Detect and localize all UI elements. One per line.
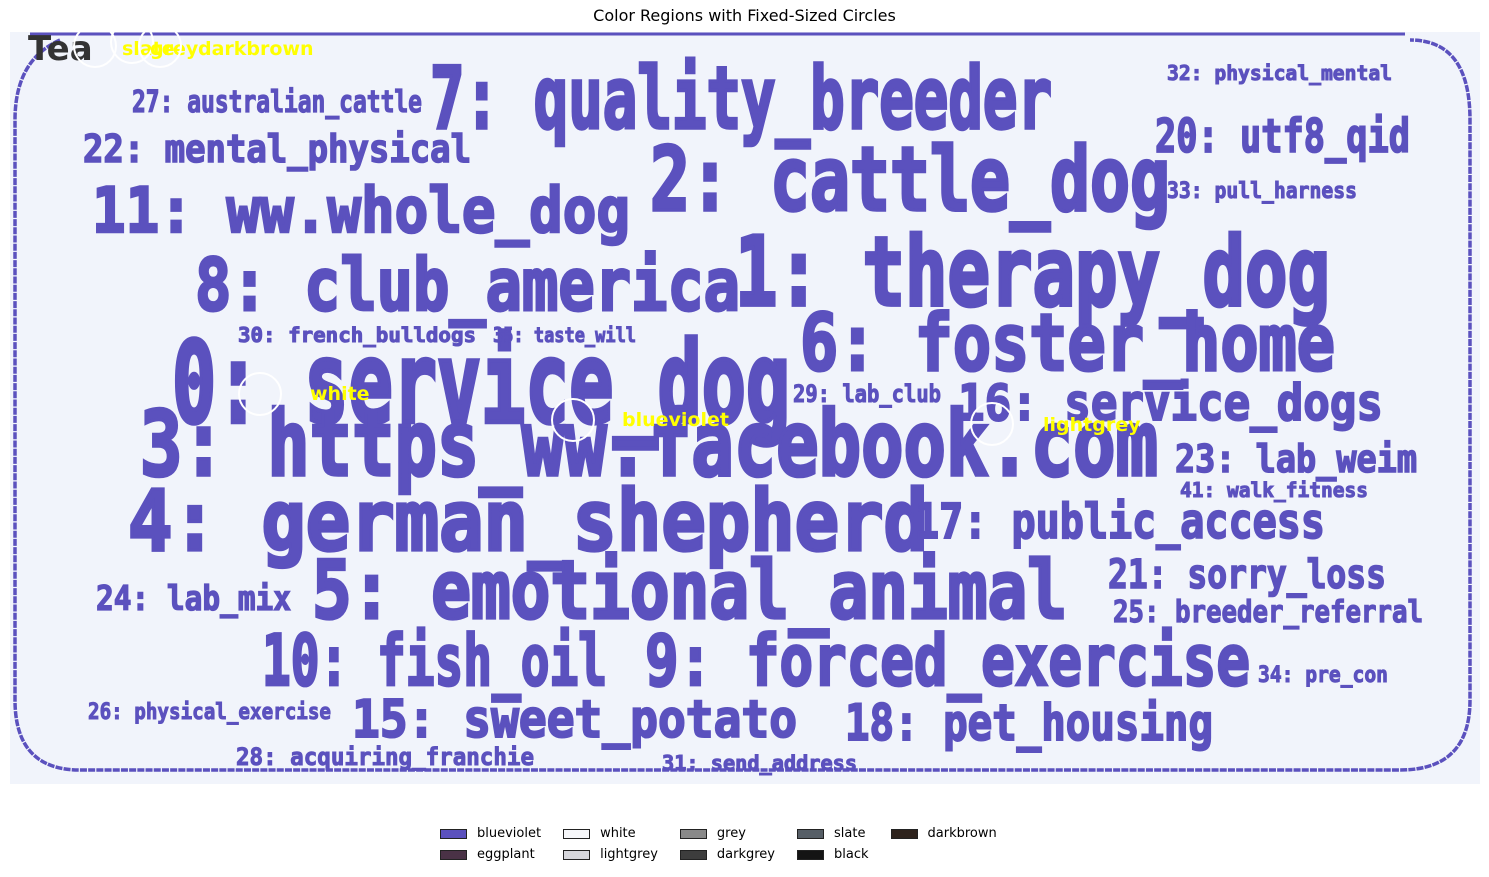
word-17: 20: utf8_qid: [1155, 109, 1410, 163]
legend-label: darkbrown: [927, 826, 997, 841]
word-33: 41: walk_fitness: [1180, 478, 1368, 502]
legend-item-grey: grey: [679, 823, 775, 844]
word-25: 28: acquiring_franchie: [236, 743, 534, 771]
legend-swatch: [440, 828, 467, 839]
legend-swatch: [563, 828, 591, 839]
legend-item-darkbrown: darkbrown: [890, 823, 997, 844]
word-9: 8: club_america: [195, 243, 740, 327]
word-22: 25: breeder_referral: [1113, 595, 1423, 630]
word-2: 2: cattle_dog: [650, 128, 1170, 231]
word-5: 3: https_ww.facebook.com: [140, 392, 1158, 497]
word-18: 21: sorry_loss: [1108, 552, 1386, 598]
word-28: 31: send_address: [662, 751, 857, 775]
word-4: 0: service_dog: [172, 319, 790, 449]
legend-item-eggplant: eggplant: [440, 844, 541, 865]
region-circle-slate: [73, 24, 117, 68]
legend-label: darkgrey: [716, 847, 775, 862]
legend-label: blueviolet: [477, 826, 542, 841]
circle-label-grey: grey: [150, 38, 199, 60]
word-8: 6: foster_home: [800, 299, 1335, 389]
word-14: 16: service_dogs: [958, 374, 1383, 432]
legend-item-black: black: [797, 844, 869, 865]
chart-title: Color Regions with Fixed-Sized Circles: [593, 6, 896, 25]
word-11: 10: fish_oil: [262, 620, 607, 702]
legend-label: lightgrey: [600, 847, 658, 862]
legend-item-darkgrey: darkgrey: [679, 844, 775, 865]
region-circle-blueviolet: [551, 398, 595, 442]
word-15: 17: public_access: [915, 494, 1325, 550]
legend-item-lightgrey: lightgrey: [563, 844, 658, 865]
legend-item-slate: slate: [797, 823, 869, 844]
word-19: 22: mental_physical: [83, 127, 471, 171]
legend-swatch: [679, 828, 707, 839]
legend-swatch: [440, 849, 467, 860]
circle-label-lightgrey: lightgrey: [1043, 414, 1141, 436]
plot-panel: [10, 32, 1480, 784]
word-13: 15: sweet_potato: [352, 690, 797, 750]
word-6: 4: german_shepherd: [128, 472, 928, 570]
legend-label: grey: [716, 826, 746, 841]
region-circle-darkbrown: [138, 24, 182, 68]
region-circle-lightgrey: [970, 402, 1014, 446]
circle-label-darkbrown: darkbrown: [198, 38, 314, 60]
legend: blueviolet eggplant white lightgrey grey dark…: [440, 823, 997, 865]
circle-label-blueviolet: blueviolet: [622, 409, 729, 431]
word-12: 11: ww.whole_dog: [92, 174, 630, 247]
region-circle-white: [238, 372, 282, 416]
circle-label-white: white: [310, 383, 370, 405]
region-circle-grey: [110, 20, 154, 64]
word-16: 18: pet_housing: [845, 694, 1213, 752]
word-29: 32: physical_mental: [1167, 61, 1392, 85]
word-27: 30: french_bulldogs: [238, 323, 476, 347]
legend-swatch: [890, 828, 918, 839]
word-7: 5: emotional_animal: [312, 544, 1067, 637]
legend-item-white: white: [563, 823, 658, 844]
legend-swatch: [679, 849, 707, 860]
legend-label: black: [834, 847, 869, 862]
word-24: 27: australian_cattle: [132, 85, 422, 120]
word-10: 9: forced_exercise: [645, 620, 1250, 702]
frame-outline: [13, 38, 1472, 772]
legend-swatch: [563, 849, 591, 860]
legend-label: white: [600, 826, 636, 841]
word-1: 7: quality_breeder: [430, 49, 1052, 149]
legend-swatch: [797, 849, 824, 860]
word-23: 26: physical_exercise: [88, 700, 331, 725]
legend-item-blueviolet: blueviolet: [440, 823, 541, 844]
word-30: 33: pull_harness: [1167, 179, 1357, 204]
word-31: 34: pre_con: [1258, 663, 1388, 688]
legend-label: eggplant: [477, 847, 535, 862]
word-21: 24: lab_mix: [96, 579, 291, 619]
word-3: 1: therapy_dog: [735, 218, 1330, 328]
legend-swatch: [797, 828, 824, 839]
word-32: 35: taste_will: [493, 323, 636, 347]
word-20: 23: lab_weim: [1175, 437, 1417, 481]
legend-label: slate: [834, 826, 866, 841]
circle-label-slate: slate: [122, 38, 175, 60]
word-26: 29: lab_club: [793, 380, 941, 408]
